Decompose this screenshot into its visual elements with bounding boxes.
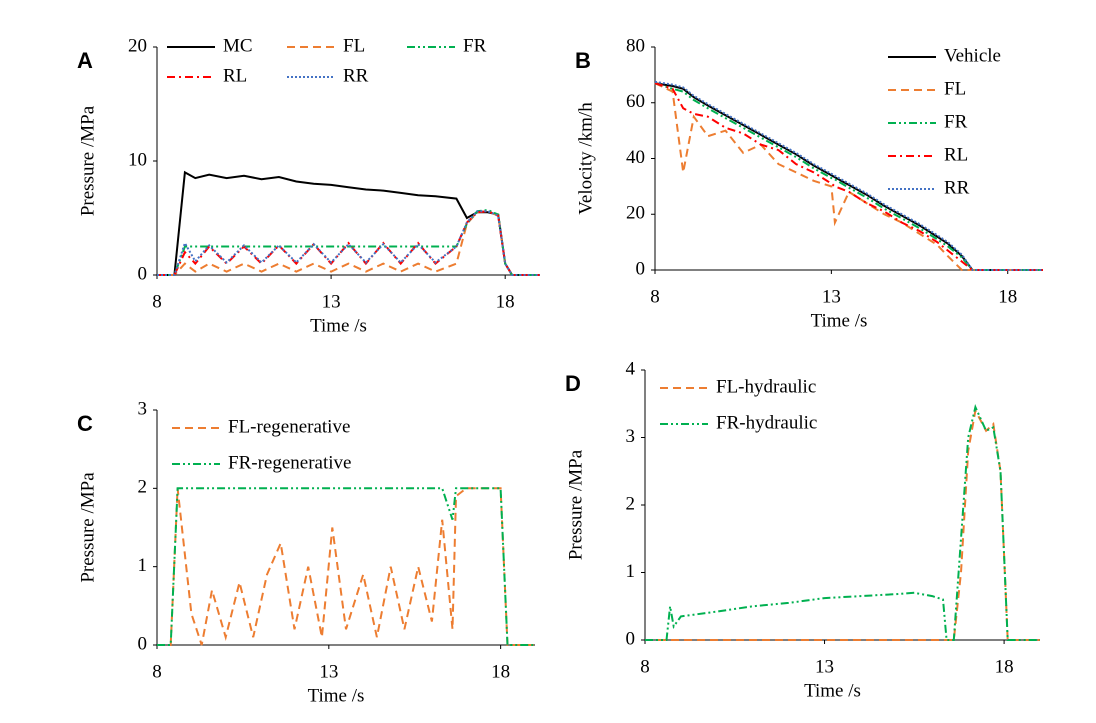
y-tick-label: 1	[138, 555, 148, 576]
legend-label: FL-hydraulic	[716, 376, 816, 397]
panel-letter: A	[77, 48, 93, 73]
series-line	[654, 80, 1043, 271]
x-tick-label: 18	[998, 286, 1017, 307]
y-tick-label: 0	[138, 633, 148, 654]
x-tick-label: 8	[650, 286, 660, 307]
legend-label: FR-hydraulic	[716, 412, 817, 433]
x-axis-label: Time /s	[804, 680, 861, 701]
legend-label: FL-regenerative	[228, 416, 350, 437]
x-tick-label: 8	[152, 291, 162, 312]
x-tick-label: 8	[640, 656, 650, 677]
series-line	[654, 82, 1043, 271]
legend-label: RL	[944, 144, 968, 165]
x-tick-label: 13	[815, 656, 834, 677]
y-tick-label: 2	[626, 493, 636, 514]
panel: C 0 1 2 3 8 13 18 Time /s Pressure /MPa FL-regener…	[77, 398, 535, 706]
y-tick-label: 40	[626, 147, 645, 168]
y-tick-label: 0	[626, 628, 636, 649]
panel-letter: C	[77, 411, 93, 436]
panel: B 0 20 40 60 80 8 13 18 Time /s Velocity /km/h Vehi…	[575, 35, 1043, 331]
legend-label: FR	[944, 111, 968, 132]
x-tick-label: 13	[322, 291, 341, 312]
y-axis-label: Velocity /km/h	[575, 102, 596, 215]
legend-label: FL	[944, 78, 966, 99]
x-tick-label: 8	[152, 661, 162, 682]
series-line	[157, 208, 540, 276]
x-axis-label: Time /s	[308, 685, 365, 706]
series-line	[654, 82, 1043, 271]
x-axis-label: Time /s	[310, 315, 367, 336]
y-tick-label: 10	[128, 149, 147, 170]
y-tick-label: 80	[626, 35, 645, 56]
legend-label: FR-regenerative	[228, 452, 351, 473]
legend-label: Vehicle	[944, 45, 1001, 66]
series-line	[157, 170, 540, 276]
series-line	[157, 210, 540, 276]
x-tick-label: 13	[319, 661, 338, 682]
legend-label: MC	[223, 35, 253, 56]
panel-letter: B	[575, 48, 591, 73]
series-line	[654, 82, 1043, 271]
panel: A 0 10 20 8 13 18 Time /s Pressure /MPa MC FL FR RL R…	[77, 35, 540, 336]
series-line	[645, 404, 1040, 641]
y-tick-label: 60	[626, 91, 645, 112]
x-tick-label: 18	[496, 291, 515, 312]
y-tick-label: 3	[626, 426, 636, 447]
y-axis-label: Pressure /MPa	[565, 449, 586, 560]
legend-label: RR	[944, 177, 970, 198]
series-line	[157, 487, 535, 646]
y-tick-label: 0	[138, 263, 148, 284]
panel: D 0 1 2 3 4 8 13 18 Time /s Pressure /MPa FL-hydrau…	[565, 358, 1040, 701]
y-tick-label: 2	[138, 477, 148, 498]
y-tick-label: 3	[138, 398, 148, 419]
y-axis-label: Pressure /MPa	[77, 105, 98, 216]
x-axis-label: Time /s	[811, 310, 868, 331]
legend-label: FR	[463, 35, 487, 56]
series-line	[157, 210, 540, 276]
panel-letter: D	[565, 371, 581, 396]
series-line	[645, 407, 1040, 641]
legend-label: RL	[223, 65, 247, 86]
y-tick-label: 20	[128, 35, 147, 56]
y-tick-label: 1	[626, 561, 636, 582]
y-tick-label: 4	[626, 358, 636, 379]
x-tick-label: 18	[995, 656, 1014, 677]
x-tick-label: 13	[822, 286, 841, 307]
y-tick-label: 20	[626, 203, 645, 224]
series-line	[157, 487, 535, 646]
legend-label: RR	[343, 65, 369, 86]
series-line	[654, 82, 1043, 271]
x-tick-label: 18	[491, 661, 510, 682]
y-tick-label: 0	[636, 258, 646, 279]
legend-label: FL	[343, 35, 365, 56]
y-axis-label: Pressure /MPa	[77, 472, 98, 583]
